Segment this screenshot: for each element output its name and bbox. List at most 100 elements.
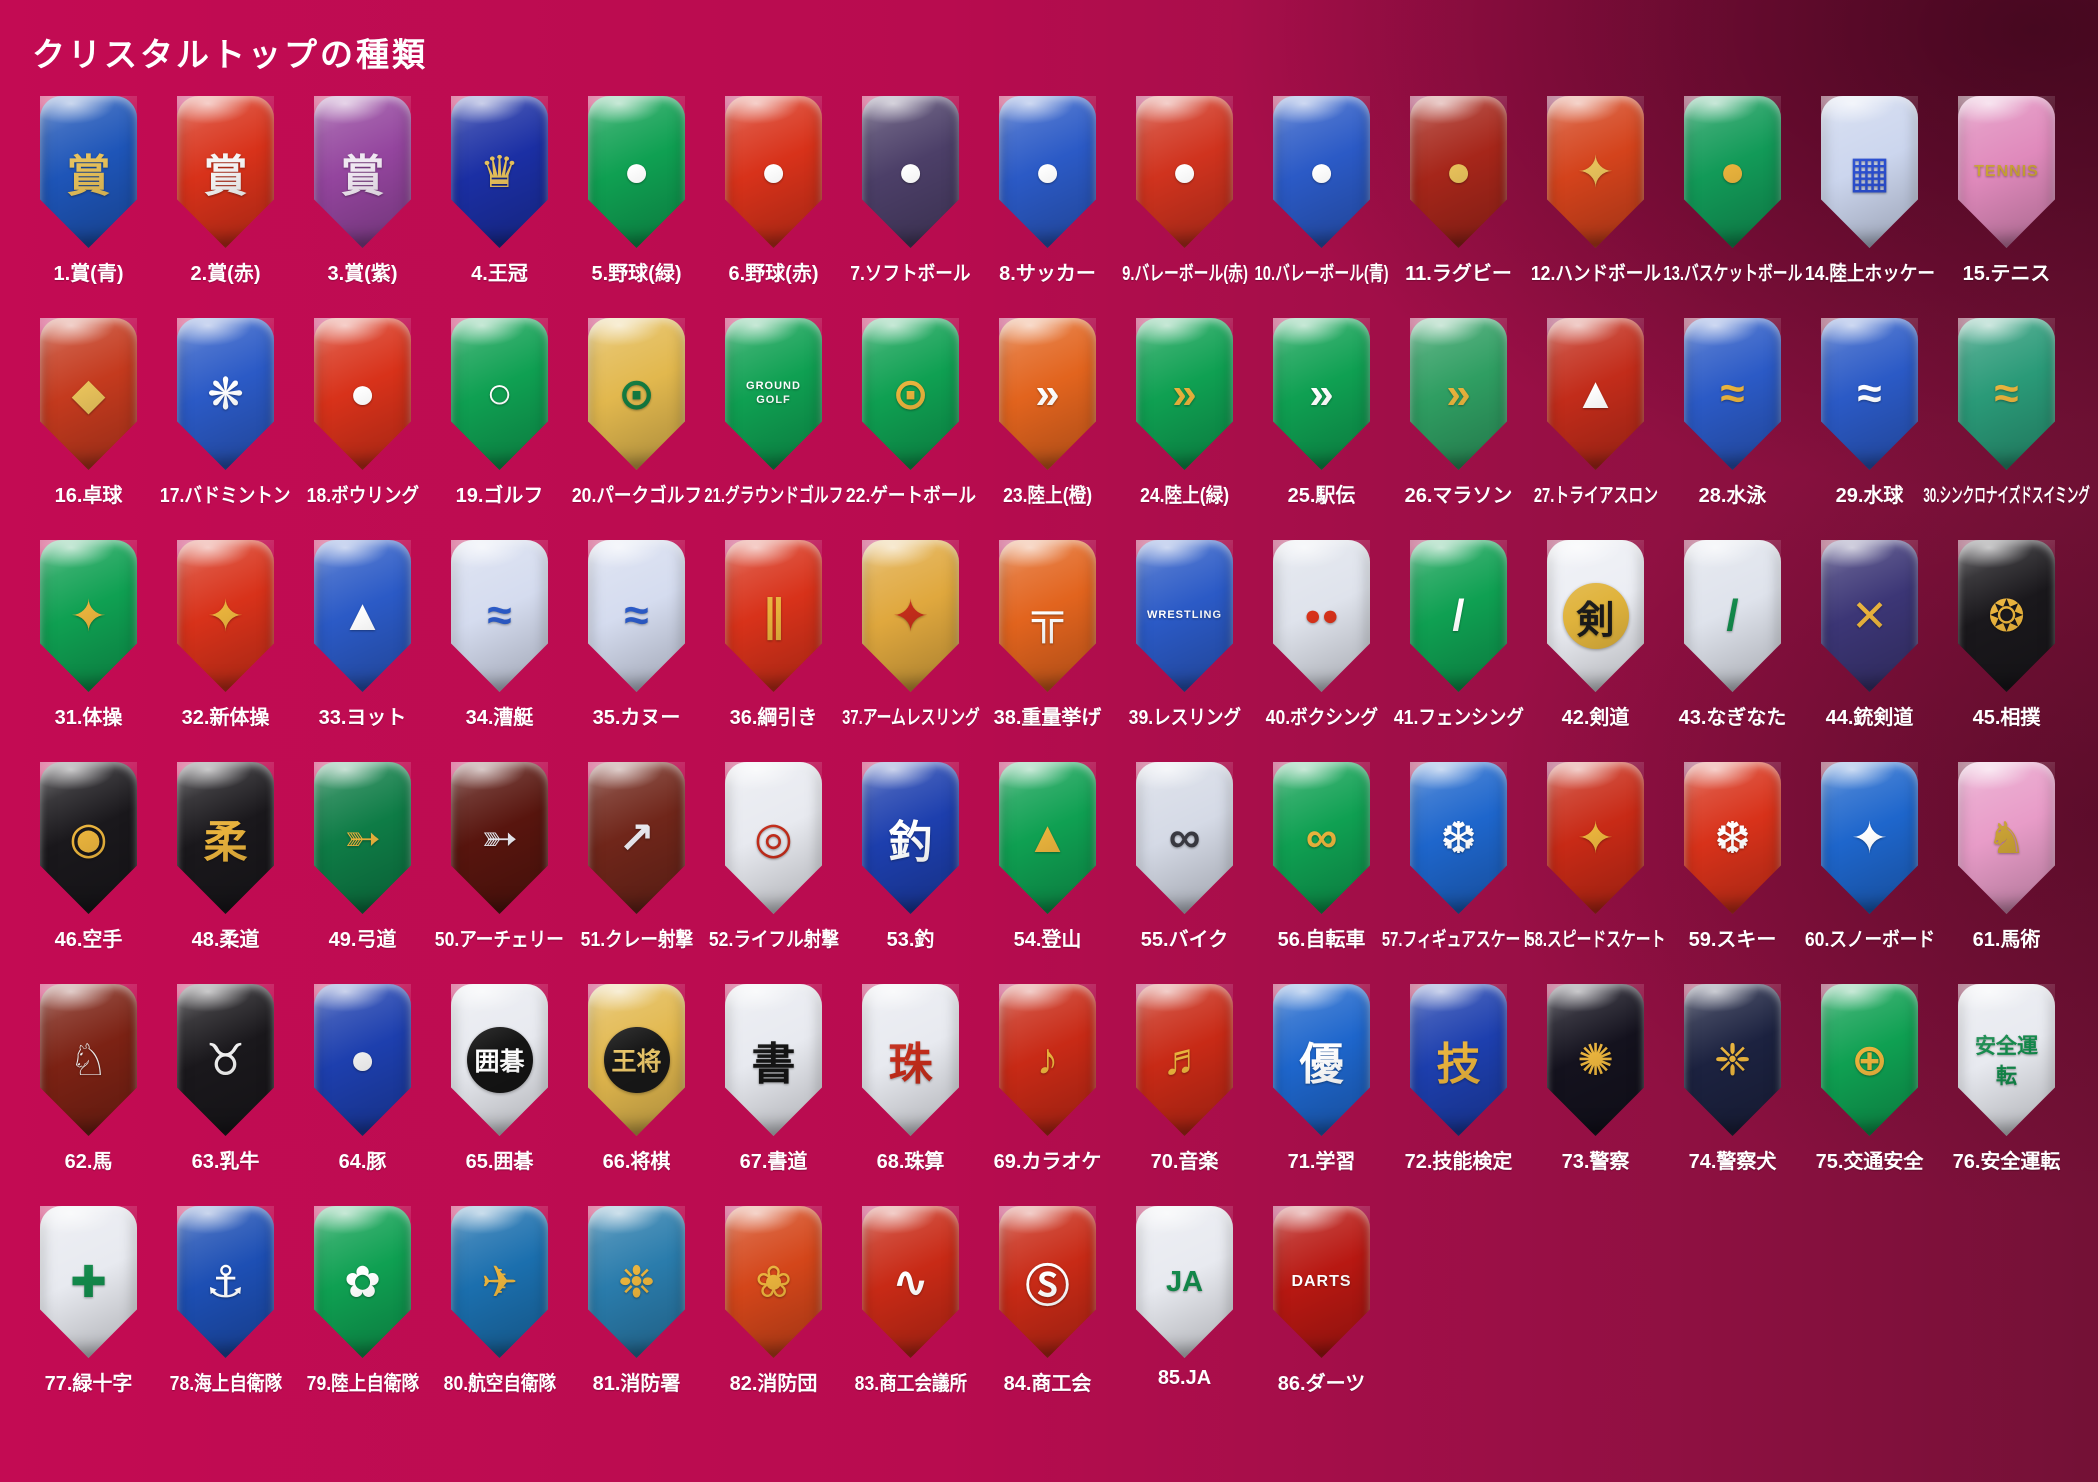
badge-44: ✕ 44.銃剣道 bbox=[1801, 540, 1938, 730]
badge-label: 50.アーチェリー bbox=[434, 929, 565, 951]
badge-disc: 剣 bbox=[1562, 583, 1629, 649]
badge-shield: ○ bbox=[451, 318, 548, 470]
badge-80: ✈ 80.航空自衛隊 bbox=[431, 1206, 568, 1396]
badge-22: ⊙ 22.ゲートボール bbox=[842, 318, 979, 508]
badge-label: 52.ライフル射撃 bbox=[708, 929, 839, 951]
badge-shield: ✦ bbox=[1547, 96, 1644, 248]
badge-shield: ❋ bbox=[177, 318, 274, 470]
badge-84: Ⓢ 84.商工会 bbox=[979, 1206, 1116, 1396]
badge-label: 22.ゲートボール bbox=[845, 485, 976, 507]
badge-12: ✦ 12.ハンドボール bbox=[1527, 96, 1664, 286]
badge-label: 5.野球(緑) bbox=[591, 263, 682, 285]
badge-label: 74.警察犬 bbox=[1688, 1151, 1777, 1173]
badge-shield: ▲ bbox=[1547, 318, 1644, 470]
badge-row: ✦ 31.体操 ✦ 32.新体操 ▲ 33.ヨット ≈34.漕艇 ≈35.カヌー ∥ 36.綱引き… bbox=[0, 540, 2098, 762]
badge-9: ● 9.バレーボール(赤) bbox=[1116, 96, 1253, 286]
badge-57: ❆ 57.フィギュアスケート bbox=[1382, 762, 1535, 952]
badge-72: 技 72.技能検定 bbox=[1390, 984, 1527, 1174]
badge-53: 釣 53.釣 bbox=[842, 762, 979, 952]
badge-shield: ∥ bbox=[725, 540, 822, 692]
badge-label: 32.新体操 bbox=[181, 707, 270, 729]
baseball-red-icon: ● bbox=[760, 147, 787, 196]
badge-label: 33.ヨット bbox=[318, 707, 407, 729]
badge-shield: ▲ bbox=[999, 762, 1096, 914]
badge-shield: ⊕ bbox=[1821, 984, 1918, 1136]
police-emblem-icon: ✺ bbox=[1577, 1035, 1614, 1085]
badge-label: 49.弓道 bbox=[328, 929, 397, 951]
badge-row: ✚ 77.緑十字 ⚓ 78.海上自衛隊 ✿ 79.陸上自衛隊 ✈ 80.航空自衛隊 ❉ 81.消防… bbox=[0, 1206, 2098, 1428]
badge-shield: ✦ bbox=[1821, 762, 1918, 914]
rifle-target-icon: ◎ bbox=[754, 813, 793, 863]
badge-34: ≈34.漕艇 bbox=[431, 540, 568, 730]
badge-label: 71.学習 bbox=[1287, 1151, 1356, 1173]
wrestling-icon: WRESTLING bbox=[1147, 609, 1222, 622]
badge-49: ➳ 49.弓道 bbox=[294, 762, 431, 952]
badge-29: ≈29.水球 bbox=[1801, 318, 1938, 508]
badge-63: ♉ 63.乳牛 bbox=[157, 984, 294, 1174]
baseball-green-icon: ● bbox=[623, 147, 650, 196]
badge-shield: ≈ bbox=[1684, 318, 1781, 470]
traffic-safety-cross-icon: ⊕ bbox=[1851, 1035, 1888, 1085]
badge-51: ↗ 51.クレー射撃 bbox=[568, 762, 705, 952]
skier-icon: ❆ bbox=[1714, 813, 1751, 863]
badge-74: ❈ 74.警察犬 bbox=[1664, 984, 1801, 1174]
badge-64: ● 64.豚 bbox=[294, 984, 431, 1174]
canoe-paddler-icon: ≈ bbox=[624, 591, 649, 640]
pig-icon: ● bbox=[349, 1035, 376, 1084]
cyclist-icon: ∞ bbox=[1305, 813, 1338, 862]
badge-54: ▲ 54.登山 bbox=[979, 762, 1116, 952]
tennis-racket-icon: TENNIS bbox=[1974, 163, 2039, 180]
badge-shield: ⊙ bbox=[862, 318, 959, 470]
badge-shield: ∞ bbox=[1136, 762, 1233, 914]
badge-shield: ● bbox=[1273, 96, 1370, 248]
ground-golf-clubs-icon: GROUND GOLF bbox=[746, 380, 801, 406]
track-runner-orange-icon: » bbox=[1035, 369, 1060, 418]
judo-kanji-icon: 柔 bbox=[203, 818, 248, 867]
badge-shield: ● bbox=[314, 984, 411, 1136]
boxing-gloves-icon: ●● bbox=[1303, 599, 1340, 632]
fire-brigade-blossom-icon: ❀ bbox=[755, 1257, 792, 1307]
badge-shield: 優 bbox=[1273, 984, 1370, 1136]
field-hockey-icon: ▦ bbox=[1848, 147, 1891, 197]
badge-label: 84.商工会 bbox=[1003, 1373, 1092, 1395]
badge-shield: ❀ bbox=[725, 1206, 822, 1358]
badge-label: 42.剣道 bbox=[1561, 707, 1630, 729]
badge-shield: ✦ bbox=[862, 540, 959, 692]
badge-label: 67.書道 bbox=[739, 1151, 808, 1173]
badge-shield: ♞ bbox=[1958, 762, 2055, 914]
badge-shield: ✚ bbox=[40, 1206, 137, 1358]
badge-label: 75.交通安全 bbox=[1815, 1151, 1924, 1173]
badge-46: ◉ 46.空手 bbox=[20, 762, 157, 952]
badge-79: ✿ 79.陸上自衛隊 bbox=[294, 1206, 431, 1396]
triathlon-icon: ▲ bbox=[1573, 369, 1618, 418]
badge-17: ❋ 17.バドミントン bbox=[157, 318, 294, 508]
gymnast-icon: ✦ bbox=[70, 591, 107, 641]
badge-shield: ✺ bbox=[1547, 984, 1644, 1136]
badge-shield: TENNIS bbox=[1958, 96, 2055, 248]
chamber-of-commerce-mark-icon: ∿ bbox=[892, 1257, 929, 1307]
badge-row: 賞 1.賞(青) 賞 2.賞(赤) 賞 3.賞(紫) ♛ 4.王冠 ● 5.野球(緑) ● 6.野球(… bbox=[0, 96, 2098, 318]
badge-label: 61.馬術 bbox=[1972, 929, 2041, 951]
figure-skates-icon: ❆ bbox=[1440, 813, 1477, 863]
badge-85: JA 85.JA bbox=[1116, 1206, 1253, 1390]
badge-disc: 王将 bbox=[603, 1027, 670, 1093]
go-stone-icon: 囲碁 bbox=[474, 1048, 525, 1076]
badge-label: 46.空手 bbox=[54, 929, 123, 951]
badge-shield: ● bbox=[1136, 96, 1233, 248]
badge-label: 66.将棋 bbox=[602, 1151, 671, 1173]
badge-shield: ✿ bbox=[314, 1206, 411, 1358]
badge-label: 8.サッカー bbox=[999, 263, 1096, 285]
badge-36: ∥ 36.綱引き bbox=[705, 540, 842, 730]
fire-department-emblem-icon: ❉ bbox=[618, 1257, 655, 1307]
badge-label: 30.シンクロナイズドスイミング bbox=[1923, 485, 2090, 507]
badge-shield: ↗ bbox=[588, 762, 685, 914]
badge-56: ∞ 56.自転車 bbox=[1253, 762, 1390, 952]
badge-label: 51.クレー射撃 bbox=[580, 929, 693, 951]
badge-shield: ❉ bbox=[588, 1206, 685, 1358]
badge-label: 76.安全運転 bbox=[1952, 1151, 2061, 1173]
badge-shield: ❆ bbox=[1684, 762, 1781, 914]
badge-label: 11.ラグビー bbox=[1405, 263, 1512, 285]
badge-label: 68.珠算 bbox=[876, 1151, 945, 1173]
badge-label: 64.豚 bbox=[338, 1151, 387, 1173]
